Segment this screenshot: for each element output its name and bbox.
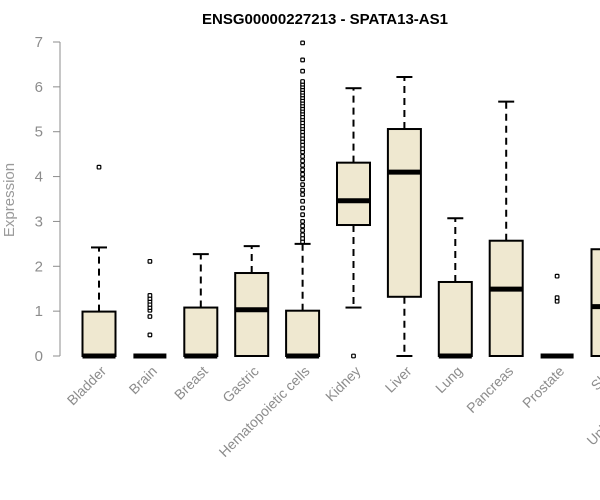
outlier-point bbox=[300, 232, 305, 238]
box-iqr bbox=[285, 309, 321, 357]
outlier-point bbox=[554, 295, 560, 301]
outlier-point bbox=[300, 192, 305, 197]
outlier-point bbox=[351, 353, 356, 359]
box-iqr bbox=[234, 272, 270, 357]
outlier-point bbox=[300, 162, 305, 168]
outlier-point bbox=[300, 219, 305, 224]
y-tick-label: 4 bbox=[35, 169, 43, 186]
outlier-point bbox=[300, 176, 305, 182]
box-iqr bbox=[386, 128, 422, 298]
x-tick-label: Liver bbox=[382, 363, 415, 396]
x-tick-label: Hematopoietic cells bbox=[216, 363, 313, 460]
box-pancreas bbox=[488, 100, 524, 358]
y-tick-label: 5 bbox=[35, 124, 43, 141]
box-lung bbox=[437, 217, 473, 359]
box-brain bbox=[133, 258, 167, 359]
box-iqr bbox=[81, 310, 117, 358]
box-liver bbox=[386, 75, 422, 357]
x-tick-label: Skin bbox=[588, 363, 600, 394]
outlier-point bbox=[300, 68, 305, 74]
outlier-point bbox=[300, 79, 305, 84]
outlier-point bbox=[300, 228, 305, 233]
outlier-point bbox=[300, 171, 305, 177]
outlier-point bbox=[300, 198, 305, 204]
x-tick-label: Brain bbox=[126, 363, 160, 397]
y-tick-label: 2 bbox=[35, 258, 43, 275]
box-prostate bbox=[540, 273, 574, 359]
x-tick-label: Bladder bbox=[64, 363, 110, 409]
outlier-point bbox=[147, 258, 153, 264]
x-tick-label: Pancreas bbox=[463, 363, 516, 416]
outlier-point bbox=[300, 158, 305, 164]
y-tick-label: 1 bbox=[35, 303, 43, 320]
box-iqr bbox=[183, 306, 219, 358]
x-tick-label: Prostate bbox=[519, 363, 567, 411]
box-hematopoietic-cells bbox=[285, 40, 321, 359]
outlier-point bbox=[147, 293, 153, 298]
outlier-point bbox=[300, 167, 305, 173]
box-iqr bbox=[437, 280, 473, 357]
outlier-point bbox=[147, 314, 153, 319]
y-tick-label: 6 bbox=[35, 79, 43, 96]
outlier-point bbox=[554, 273, 560, 279]
y-tick-label: 0 bbox=[35, 348, 43, 365]
outlier-point bbox=[300, 57, 305, 63]
x-tick-label: Kidney bbox=[322, 363, 364, 405]
box-bladder bbox=[81, 164, 117, 359]
box-iqr bbox=[488, 239, 524, 358]
y-tick-label: 3 bbox=[35, 213, 43, 230]
box-breast bbox=[183, 253, 219, 359]
x-tick-label: Lung bbox=[432, 363, 465, 396]
box-kidney bbox=[336, 87, 371, 359]
boxes bbox=[81, 40, 600, 359]
chart-title: ENSG00000227213 - SPATA13-AS1 bbox=[202, 11, 448, 28]
outlier-point bbox=[300, 223, 305, 229]
y-axis: 0 1 2 3 4 5 6 7 bbox=[35, 34, 61, 365]
box-iqr bbox=[590, 248, 600, 358]
outlier-point bbox=[300, 182, 305, 188]
y-tick-label: 7 bbox=[35, 34, 43, 51]
y-axis-label: Expression bbox=[1, 163, 18, 237]
box-skin bbox=[590, 248, 600, 358]
box-gastric bbox=[234, 245, 270, 357]
outlier-point bbox=[300, 187, 305, 193]
box-iqr bbox=[336, 161, 371, 227]
outlier-point bbox=[300, 40, 305, 46]
x-tick-label: Gastric bbox=[219, 363, 262, 406]
outlier-point bbox=[300, 153, 305, 159]
outlier-point bbox=[147, 332, 153, 338]
outlier-point bbox=[300, 205, 305, 211]
outlier-point bbox=[300, 212, 305, 218]
x-tick-label: Breast bbox=[171, 363, 211, 403]
outlier-point bbox=[96, 164, 102, 170]
